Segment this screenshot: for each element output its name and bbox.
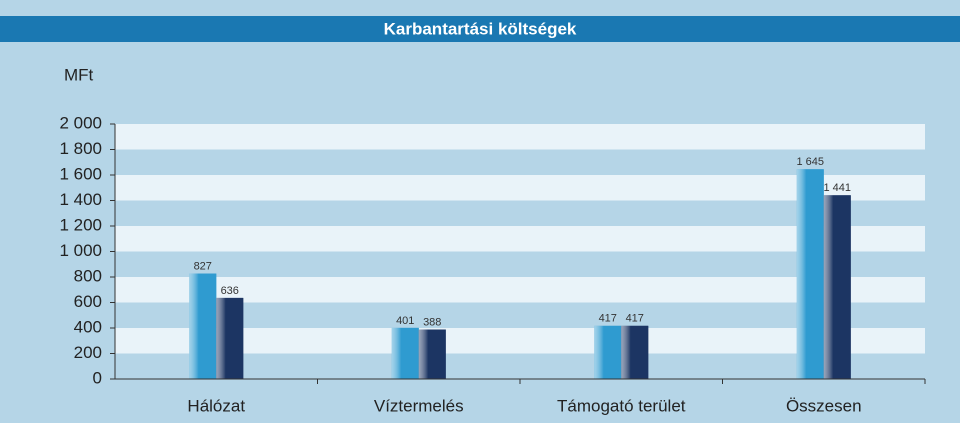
bar (391, 327, 419, 379)
y-tick-label: 1 000 (59, 241, 102, 260)
x-tick-label: Támogató terület (557, 396, 686, 415)
value-label: 417 (599, 313, 617, 325)
y-tick-label: 600 (74, 292, 102, 311)
value-label: 401 (396, 315, 414, 327)
grid-band (115, 328, 925, 354)
bar (796, 169, 824, 379)
x-tick-label: Összesen (786, 396, 862, 415)
chart-title: Karbantartási költségek (384, 19, 577, 38)
y-tick-label: 2 000 (59, 113, 102, 132)
y-tick-label: 1 800 (59, 139, 102, 158)
value-label: 417 (626, 313, 644, 325)
x-tick-label: Víztermelés (374, 396, 464, 415)
value-label: 636 (221, 285, 239, 297)
bar (418, 329, 446, 379)
bar (189, 273, 217, 379)
value-label: 827 (194, 260, 212, 272)
y-tick-label: 1 400 (59, 190, 102, 209)
title-bar (0, 16, 960, 42)
grid-band (115, 175, 925, 201)
bar (216, 297, 244, 379)
y-axis-label: MFt (64, 65, 94, 84)
grid-band (115, 277, 925, 303)
grid-band (115, 226, 925, 252)
y-tick-label: 800 (74, 266, 102, 285)
value-label: 388 (423, 316, 441, 328)
y-tick-label: 1 200 (59, 215, 102, 234)
y-tick-label: 400 (74, 317, 102, 336)
grid-band (115, 124, 925, 150)
bar (621, 325, 649, 379)
y-tick-label: 0 (93, 368, 102, 387)
bar (823, 195, 851, 379)
y-tick-label: 1 600 (59, 164, 102, 183)
y-tick-label: 200 (74, 343, 102, 362)
bar (594, 325, 622, 379)
value-label: 1 645 (796, 156, 824, 168)
value-label: 1 441 (823, 182, 851, 194)
x-tick-label: Hálózat (187, 396, 245, 415)
